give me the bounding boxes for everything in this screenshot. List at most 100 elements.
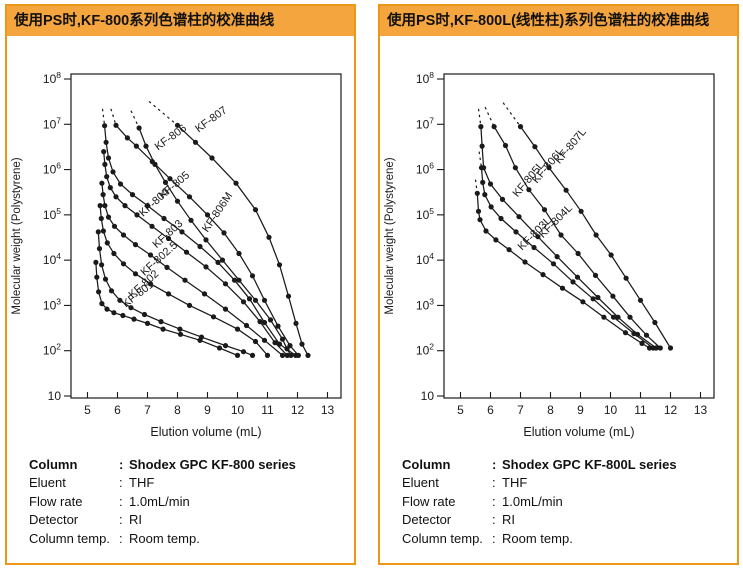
svg-text:108: 108 [43,70,61,86]
calibration-curves-svg: 5 6 7 8 9 10 11 12 13 Elution volume (mL) 10 102 103… [384,70,715,439]
y-axis-title: Molecular weight (Polystyrene) [384,157,396,314]
info-value: Shodex GPC KF-800 series [129,456,296,472]
info-row: Detector: RI [29,511,354,530]
info-value: 1.0mL/min [129,493,190,509]
svg-text:6: 6 [114,403,121,417]
svg-text:12: 12 [291,403,305,417]
info-value: THF [502,475,528,491]
svg-text:10: 10 [231,403,245,417]
info-separator: : [119,530,123,546]
svg-text:8: 8 [547,403,554,417]
svg-text:13: 13 [321,403,335,417]
svg-text:9: 9 [577,403,584,417]
series-label: KF-807 [193,104,229,135]
info-value: Room temp. [502,530,573,546]
svg-text:9: 9 [204,403,211,417]
svg-text:13: 13 [694,403,708,417]
info-label: Column temp. [402,530,483,546]
info-row: Flow rate:1.0mL/min [402,493,737,512]
svg-text:7: 7 [517,403,524,417]
svg-text:107: 107 [416,115,434,131]
info-label: Flow rate [29,493,83,509]
series-label: KF-804 [137,186,172,219]
svg-text:5: 5 [457,403,464,417]
plot-frame [443,73,715,399]
conditions-table-kf800: Column: Shodex GPC KF-800 series Eluent: TH… [29,456,354,549]
x-axis-title: Elution volume (mL) [150,425,261,439]
info-row: Eluent: THF [402,474,737,493]
info-label: Flow rate [402,493,456,509]
info-label: Column temp. [29,530,110,546]
info-label: Eluent [402,475,439,491]
svg-text:105: 105 [416,206,434,222]
info-label: Eluent [29,475,66,491]
svg-text:102: 102 [416,341,434,357]
svg-text:5: 5 [84,403,91,417]
series-KF-804L: KF-804L [478,151,656,351]
info-separator: : [119,475,123,491]
info-separator: : [492,456,497,472]
svg-text:11: 11 [634,403,647,417]
info-value: THF [129,475,155,491]
info-row: Flow rate:1.0mL/min [29,493,354,512]
svg-text:12: 12 [664,403,678,417]
y-axis-title: Molecular weight (Polystyrene) [11,157,23,314]
svg-text:103: 103 [43,296,61,312]
info-separator: : [119,512,123,528]
info-row: Column: Shodex GPC KF-800L series [402,456,737,475]
info-separator: : [119,456,124,472]
panel-kf800-title: 使用PS时,KF-800系列色谱柱的校准曲线 [7,6,354,36]
x-axis: 5 6 7 8 9 10 11 12 13 Elution volume (mL) [84,391,335,439]
y-axis: 10 102 103 104 105 106 107 108 Molecular weight … [384,70,444,403]
x-axis-title: Elution volume (mL) [523,425,634,439]
info-row: Column temp.: Room temp. [29,530,354,549]
svg-text:11: 11 [261,403,274,417]
svg-text:10: 10 [604,403,618,417]
calibration-curves-svg: 5 6 7 8 9 10 11 12 13 Elution volume (mL) 10 102 103… [11,70,342,439]
svg-text:106: 106 [43,160,61,176]
info-separator: : [492,493,496,509]
info-row: Detector: RI [402,511,737,530]
info-value: 1.0mL/min [502,493,563,509]
info-row: Column: Shodex GPC KF-800 series [29,456,354,475]
x-axis: 5 6 7 8 9 10 11 12 13 Elution volume (mL) [457,391,708,439]
info-separator: : [492,530,496,546]
svg-text:102: 102 [43,341,61,357]
svg-text:104: 104 [416,251,434,267]
info-row: Column temp.: Room temp. [402,530,737,549]
conditions-table-kf800l: Column: Shodex GPC KF-800L series Eluent: T… [402,456,737,549]
svg-text:7: 7 [144,403,151,417]
info-separator: : [119,493,123,509]
info-label: Column [29,456,78,472]
svg-text:6: 6 [487,403,494,417]
y-axis: 10 102 103 104 105 106 107 108 Molecular weight … [11,70,71,403]
info-separator: : [492,512,496,528]
svg-text:108: 108 [416,70,434,86]
svg-text:10: 10 [421,389,435,403]
info-label: Column [402,456,451,472]
svg-text:105: 105 [43,206,61,222]
series-label: KF-806 [153,122,189,153]
calibration-chart-kf800l: 5 6 7 8 9 10 11 12 13 Elution volume (mL) 10 102 103… [380,40,737,454]
svg-text:103: 103 [416,296,434,312]
svg-text:104: 104 [43,251,61,267]
series-KF-804: KF-804 [101,148,290,358]
svg-text:107: 107 [43,115,61,131]
svg-text:106: 106 [416,160,434,176]
panel-kf800l: 使用PS时,KF-800L(线性柱)系列色谱柱的校准曲线 5 6 7 8 9 10 11 12… [378,4,739,565]
panel-kf800l-title: 使用PS时,KF-800L(线性柱)系列色谱柱的校准曲线 [380,6,737,36]
info-row: Eluent: THF [29,474,354,493]
info-value: Shodex GPC KF-800L series [502,456,677,472]
info-value: Room temp. [129,530,200,546]
info-label: Detector [29,512,79,528]
info-value: RI [502,512,515,528]
panel-kf800: 使用PS时,KF-800系列色谱柱的校准曲线 5 6 7 8 9 10 11 12 13 Elut… [5,4,356,565]
info-value: RI [129,512,142,528]
plot-frame [70,73,342,399]
svg-text:8: 8 [174,403,181,417]
calibration-chart-kf800: 5 6 7 8 9 10 11 12 13 Elution volume (mL) 10 102 103… [7,40,354,454]
svg-text:10: 10 [48,389,62,403]
info-separator: : [492,475,496,491]
info-label: Detector [402,512,452,528]
